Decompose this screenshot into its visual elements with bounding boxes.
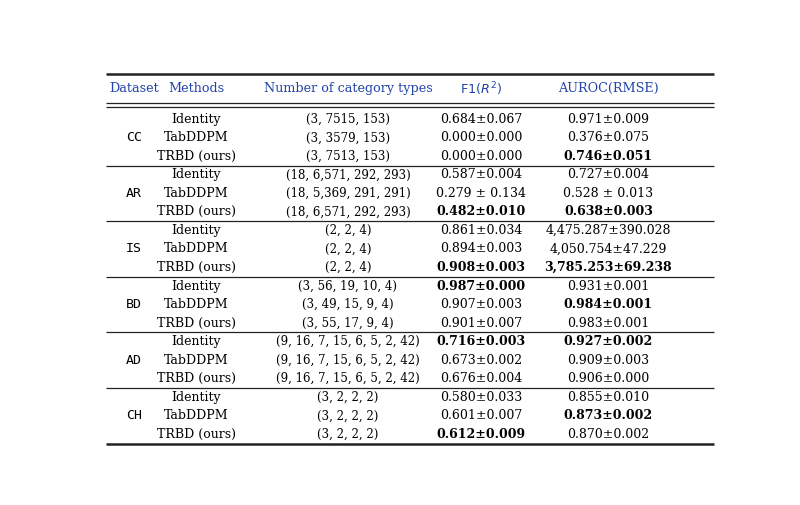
- Text: (18, 6,571, 292, 293): (18, 6,571, 292, 293): [286, 206, 410, 219]
- Text: 4,475.287±390.028: 4,475.287±390.028: [546, 224, 671, 237]
- Text: Identity: Identity: [171, 113, 221, 126]
- Text: Identity: Identity: [171, 280, 221, 292]
- Text: IS: IS: [126, 242, 142, 256]
- Text: 0.855±0.010: 0.855±0.010: [567, 391, 650, 404]
- Text: (3, 49, 15, 9, 4): (3, 49, 15, 9, 4): [302, 298, 394, 311]
- Text: (18, 6,571, 292, 293): (18, 6,571, 292, 293): [286, 168, 410, 181]
- Text: TRBD (ours): TRBD (ours): [157, 206, 235, 219]
- Text: TabDDPM: TabDDPM: [164, 242, 229, 256]
- Text: 0.376±0.075: 0.376±0.075: [567, 131, 650, 144]
- Text: TabDDPM: TabDDPM: [164, 354, 229, 367]
- Text: TRBD (ours): TRBD (ours): [157, 150, 235, 163]
- Text: 4,050.754±47.229: 4,050.754±47.229: [550, 242, 667, 256]
- Text: 0.684±0.067: 0.684±0.067: [440, 113, 522, 126]
- Text: (9, 16, 7, 15, 6, 5, 2, 42): (9, 16, 7, 15, 6, 5, 2, 42): [276, 354, 420, 367]
- Text: (3, 2, 2, 2): (3, 2, 2, 2): [318, 410, 378, 422]
- Text: 0.587±0.004: 0.587±0.004: [440, 168, 522, 181]
- Text: 0.638±0.003: 0.638±0.003: [564, 206, 653, 219]
- Text: 0.909±0.003: 0.909±0.003: [567, 354, 650, 367]
- Text: 0.987±0.000: 0.987±0.000: [437, 280, 526, 292]
- Text: 0.894±0.003: 0.894±0.003: [440, 242, 522, 256]
- Text: (2, 2, 4): (2, 2, 4): [325, 242, 371, 256]
- Text: 0.000±0.000: 0.000±0.000: [440, 131, 522, 144]
- Text: 0.984±0.001: 0.984±0.001: [564, 298, 653, 311]
- Text: AR: AR: [126, 187, 142, 200]
- Text: (18, 5,369, 291, 291): (18, 5,369, 291, 291): [286, 187, 410, 200]
- Text: 0.861±0.034: 0.861±0.034: [440, 224, 522, 237]
- Text: 0.727±0.004: 0.727±0.004: [567, 168, 650, 181]
- Text: 0.279 ± 0.134: 0.279 ± 0.134: [436, 187, 526, 200]
- Text: (3, 55, 17, 9, 4): (3, 55, 17, 9, 4): [302, 317, 394, 330]
- Text: 3,785.253±69.238: 3,785.253±69.238: [545, 261, 672, 274]
- Text: 0.612±0.009: 0.612±0.009: [437, 428, 526, 441]
- Text: (3, 7515, 153): (3, 7515, 153): [306, 113, 390, 126]
- Text: CH: CH: [126, 410, 142, 422]
- Text: Identity: Identity: [171, 224, 221, 237]
- Text: 0.870±0.002: 0.870±0.002: [567, 428, 650, 441]
- Text: 0.528 ± 0.013: 0.528 ± 0.013: [563, 187, 654, 200]
- Text: 0.873±0.002: 0.873±0.002: [564, 410, 653, 422]
- Text: AD: AD: [126, 354, 142, 367]
- Text: (3, 2, 2, 2): (3, 2, 2, 2): [318, 428, 378, 441]
- Text: AUROC(RMSE): AUROC(RMSE): [558, 82, 658, 95]
- Text: TabDDPM: TabDDPM: [164, 298, 229, 311]
- Text: 0.601±0.007: 0.601±0.007: [440, 410, 522, 422]
- Text: (2, 2, 4): (2, 2, 4): [325, 261, 371, 274]
- Text: 0.746±0.051: 0.746±0.051: [564, 150, 653, 163]
- Text: 0.908±0.003: 0.908±0.003: [437, 261, 526, 274]
- Text: 0.580±0.033: 0.580±0.033: [440, 391, 522, 404]
- Text: (3, 56, 19, 10, 4): (3, 56, 19, 10, 4): [298, 280, 398, 292]
- Text: (3, 2, 2, 2): (3, 2, 2, 2): [318, 391, 378, 404]
- Text: 0.000±0.000: 0.000±0.000: [440, 150, 522, 163]
- Text: Identity: Identity: [171, 168, 221, 181]
- Text: 0.673±0.002: 0.673±0.002: [440, 354, 522, 367]
- Text: (3, 7513, 153): (3, 7513, 153): [306, 150, 390, 163]
- Text: TRBD (ours): TRBD (ours): [157, 428, 235, 441]
- Text: TRBD (ours): TRBD (ours): [157, 372, 235, 385]
- Text: 0.901±0.007: 0.901±0.007: [440, 317, 522, 330]
- Text: 0.676±0.004: 0.676±0.004: [440, 372, 522, 385]
- Text: TRBD (ours): TRBD (ours): [157, 261, 235, 274]
- Text: Number of category types: Number of category types: [264, 82, 432, 95]
- Text: 0.482±0.010: 0.482±0.010: [437, 206, 526, 219]
- Text: 0.906±0.000: 0.906±0.000: [567, 372, 650, 385]
- Text: 0.983±0.001: 0.983±0.001: [567, 317, 650, 330]
- Text: (9, 16, 7, 15, 6, 5, 2, 42): (9, 16, 7, 15, 6, 5, 2, 42): [276, 372, 420, 385]
- Text: 0.716±0.003: 0.716±0.003: [437, 335, 526, 348]
- Text: TabDDPM: TabDDPM: [164, 410, 229, 422]
- Text: (3, 3579, 153): (3, 3579, 153): [306, 131, 390, 144]
- Text: 0.971±0.009: 0.971±0.009: [567, 113, 650, 126]
- Text: BD: BD: [126, 298, 142, 311]
- Text: 0.927±0.002: 0.927±0.002: [564, 335, 653, 348]
- Text: TabDDPM: TabDDPM: [164, 187, 229, 200]
- Text: 0.907±0.003: 0.907±0.003: [440, 298, 522, 311]
- Text: (9, 16, 7, 15, 6, 5, 2, 42): (9, 16, 7, 15, 6, 5, 2, 42): [276, 335, 420, 348]
- Text: (2, 2, 4): (2, 2, 4): [325, 224, 371, 237]
- Text: TRBD (ours): TRBD (ours): [157, 317, 235, 330]
- Text: CC: CC: [126, 131, 142, 144]
- Text: Identity: Identity: [171, 391, 221, 404]
- Text: 0.931±0.001: 0.931±0.001: [567, 280, 650, 292]
- Text: $\mathrm{F1}(R^2)$: $\mathrm{F1}(R^2)$: [460, 80, 502, 97]
- Text: Methods: Methods: [168, 82, 224, 95]
- Text: TabDDPM: TabDDPM: [164, 131, 229, 144]
- Text: Dataset: Dataset: [110, 82, 159, 95]
- Text: Identity: Identity: [171, 335, 221, 348]
